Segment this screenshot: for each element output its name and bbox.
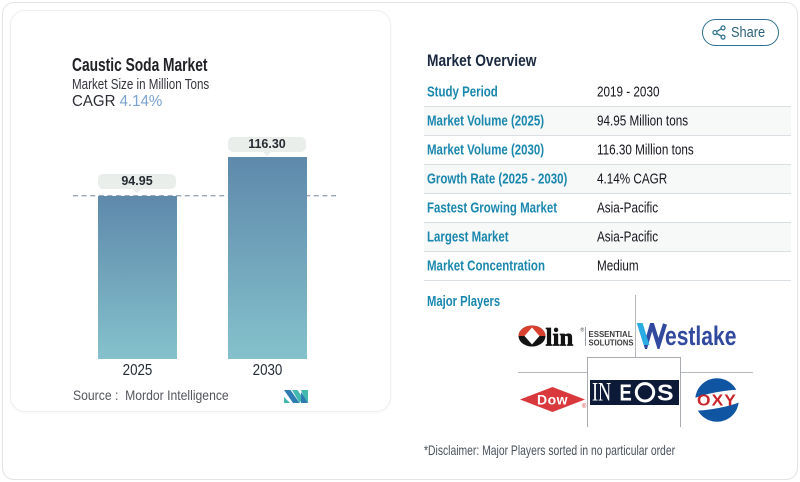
svg-text:S: S (657, 380, 674, 405)
svg-text:OXY: OXY (697, 392, 737, 409)
svg-text:E: E (620, 381, 632, 405)
svg-text:®: ® (582, 403, 587, 410)
svg-text:SOLUTIONS: SOLUTIONS (589, 339, 635, 348)
svg-text:lin: lin (546, 325, 574, 347)
svg-text:estlake: estlake (665, 323, 736, 349)
svg-text:®: ® (581, 327, 585, 334)
svg-text:IN: IN (592, 380, 611, 405)
svg-text:Dow: Dow (537, 392, 568, 408)
svg-text:ESSENTIAL: ESSENTIAL (589, 330, 633, 339)
